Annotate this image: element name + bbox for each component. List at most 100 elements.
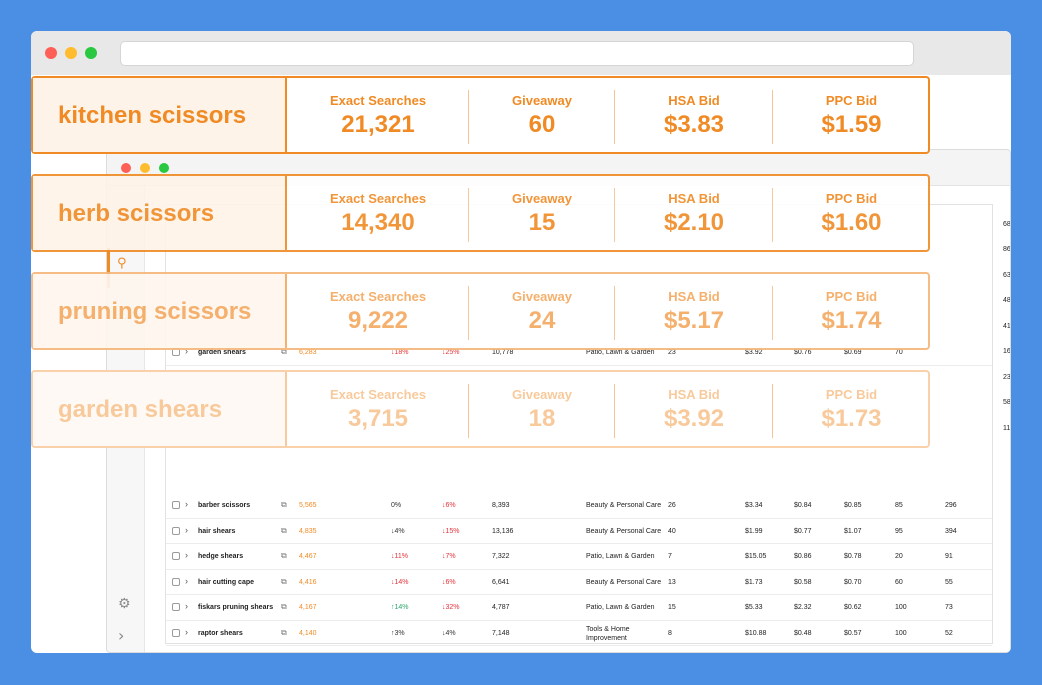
search-volume-cell: 6,283 bbox=[299, 349, 317, 356]
keyword-cell[interactable]: hair cutting cape bbox=[198, 578, 255, 586]
chevron-right-icon[interactable]: › bbox=[185, 346, 188, 356]
table-row[interactable]: ›poultry shears⧉3,960↑1%↓24%6,865Kitchen… bbox=[166, 646, 992, 653]
metric-value: 14,340 bbox=[341, 209, 415, 236]
trend-cell: ↓14% bbox=[391, 578, 409, 586]
row-checkbox[interactable] bbox=[172, 577, 180, 586]
metric-giveaway: Giveaway 18 bbox=[469, 372, 615, 446]
trend-cell: 0% bbox=[391, 502, 402, 509]
table-row[interactable]: › hair cutting cape ⧉ 4,416 ↓14% ↓6% 6,641 Beau… bbox=[166, 570, 992, 595]
metric-value: 3,715 bbox=[347, 405, 409, 432]
external-link-icon[interactable]: ⧉ bbox=[281, 602, 287, 611]
app-maximize-button[interactable] bbox=[159, 163, 169, 173]
keyword-cell[interactable]: fiskars pruning shears bbox=[198, 604, 274, 611]
right-column-value: 63 bbox=[1003, 272, 1011, 279]
search-volume-cell: 5,565 bbox=[299, 502, 317, 509]
row-checkbox[interactable] bbox=[172, 603, 180, 611]
category-cell: Patio, Lawn & Garden bbox=[586, 604, 655, 611]
trend-cell: ↓6% bbox=[442, 578, 456, 586]
right-column-value: 418 bbox=[1003, 323, 1011, 330]
external-link-icon[interactable]: ⧉ bbox=[281, 347, 287, 356]
divider bbox=[614, 188, 615, 242]
keyword-cell[interactable]: raptor shears bbox=[198, 629, 243, 637]
keyword-cell[interactable]: garden shears bbox=[198, 349, 246, 356]
chevron-right-icon[interactable]: › bbox=[185, 601, 188, 611]
address-bar[interactable] bbox=[120, 41, 914, 66]
number-cell: 73 bbox=[945, 604, 953, 611]
app-minimize-button[interactable] bbox=[140, 163, 150, 173]
table-row[interactable]: › hedge shears ⧉ 4,467 ↓11% ↓7% 7,322 Patio, La… bbox=[166, 544, 992, 570]
minimize-window-button[interactable] bbox=[65, 47, 77, 59]
price-cell: $0.85 bbox=[844, 502, 862, 509]
metric-label: Giveaway bbox=[512, 191, 572, 206]
trend-cell: ↓4% bbox=[391, 527, 405, 535]
external-link-icon[interactable]: ⧉ bbox=[281, 627, 287, 637]
table-row[interactable]: › hair shears ⧉ 4,835 ↓4% ↓15% 13,136 Beauty & … bbox=[166, 519, 992, 544]
metric-exact-searches: Exact Searches 9,222 bbox=[287, 274, 469, 348]
metric-hsa-bid: HSA Bid $3.92 bbox=[615, 372, 773, 446]
table-row[interactable]: › raptor shears ⧉ 4,140 ↑3% ↓4% 7,148 Tools & H… bbox=[166, 621, 992, 646]
table-row[interactable]: › fiskars pruning shears ⧉ 4,167 ↑14% ↓32% 4,7… bbox=[166, 595, 992, 621]
metric-hsa-bid: HSA Bid $2.10 bbox=[615, 176, 773, 250]
chevron-right-icon[interactable]: › bbox=[185, 499, 188, 509]
keyword-title: pruning scissors bbox=[58, 298, 252, 325]
divider bbox=[468, 90, 469, 144]
external-link-icon[interactable]: ⧉ bbox=[281, 576, 287, 586]
trend-cell: ↓18% bbox=[391, 349, 409, 356]
keyword-title: garden shears bbox=[58, 396, 223, 423]
category-cell: Patio, Lawn & Garden bbox=[586, 349, 655, 356]
exact-searches-cell: 10,778 bbox=[492, 349, 514, 356]
keyword-cell[interactable]: barber scissors bbox=[198, 502, 251, 509]
chevron-right-icon[interactable]: › bbox=[185, 524, 188, 535]
table-row[interactable]: › barber scissors ⧉ 5,565 0% ↓6% 8,393 Beauty &… bbox=[166, 493, 992, 519]
maximize-window-button[interactable] bbox=[85, 47, 97, 59]
chevron-right-icon[interactable]: › bbox=[185, 575, 188, 586]
trend-cell: ↓7% bbox=[442, 553, 456, 560]
metric-label: Exact Searches bbox=[329, 289, 427, 304]
number-cell: 60 bbox=[895, 578, 903, 586]
external-link-icon[interactable]: ⧉ bbox=[281, 551, 287, 560]
chevron-right-icon[interactable]: › bbox=[118, 626, 125, 645]
divider bbox=[772, 90, 773, 144]
metric-value: $1.74 bbox=[821, 307, 882, 334]
number-cell: 296 bbox=[945, 502, 957, 509]
row-checkbox[interactable] bbox=[172, 501, 180, 509]
price-cell: $0.48 bbox=[794, 629, 812, 637]
metric-value: 9,222 bbox=[347, 307, 409, 334]
row-checkbox[interactable] bbox=[172, 552, 180, 560]
chevron-right-icon[interactable]: › bbox=[185, 652, 188, 653]
search-icon[interactable]: ⚲ bbox=[117, 256, 127, 271]
external-link-icon[interactable]: ⧉ bbox=[281, 525, 287, 535]
number-cell: 394 bbox=[945, 527, 957, 535]
row-checkbox[interactable] bbox=[172, 628, 180, 637]
right-column-value: 86 bbox=[1003, 246, 1011, 253]
metric-label: HSA Bid bbox=[668, 387, 720, 402]
divider bbox=[772, 384, 773, 438]
keyword-cell[interactable]: hedge shears bbox=[198, 553, 244, 560]
number-cell: 7 bbox=[668, 553, 672, 560]
metric-exact-searches: Exact Searches 21,321 bbox=[287, 78, 469, 152]
keyword-title: kitchen scissors bbox=[58, 102, 247, 129]
external-link-icon[interactable]: ⧉ bbox=[281, 500, 287, 509]
metric-label: Exact Searches bbox=[329, 387, 427, 402]
app-close-button[interactable] bbox=[121, 163, 131, 173]
trend-cell: ↓11% bbox=[391, 553, 408, 560]
row-checkbox[interactable] bbox=[172, 526, 180, 535]
close-window-button[interactable] bbox=[45, 47, 57, 59]
metric-value: $1.73 bbox=[821, 405, 882, 432]
gear-icon[interactable]: ⚙ bbox=[118, 596, 131, 612]
category-cell: Beauty & Personal Care bbox=[586, 527, 662, 535]
keyword-cell[interactable]: hair shears bbox=[198, 527, 236, 535]
metric-label: HSA Bid bbox=[668, 289, 720, 304]
number-cell: 20 bbox=[895, 553, 903, 560]
chevron-right-icon[interactable]: › bbox=[185, 626, 188, 637]
trend-cell: ↓4% bbox=[442, 629, 456, 637]
divider bbox=[772, 286, 773, 340]
chevron-right-icon[interactable]: › bbox=[185, 550, 188, 560]
browser-titlebar bbox=[31, 31, 1011, 75]
active-nav-indicator bbox=[107, 248, 110, 288]
price-cell: $0.84 bbox=[794, 502, 812, 509]
metric-value: 60 bbox=[528, 111, 556, 138]
price-cell: $2.32 bbox=[794, 604, 812, 611]
search-volume-cell: 4,835 bbox=[299, 527, 317, 535]
price-cell: $5.33 bbox=[745, 604, 763, 611]
